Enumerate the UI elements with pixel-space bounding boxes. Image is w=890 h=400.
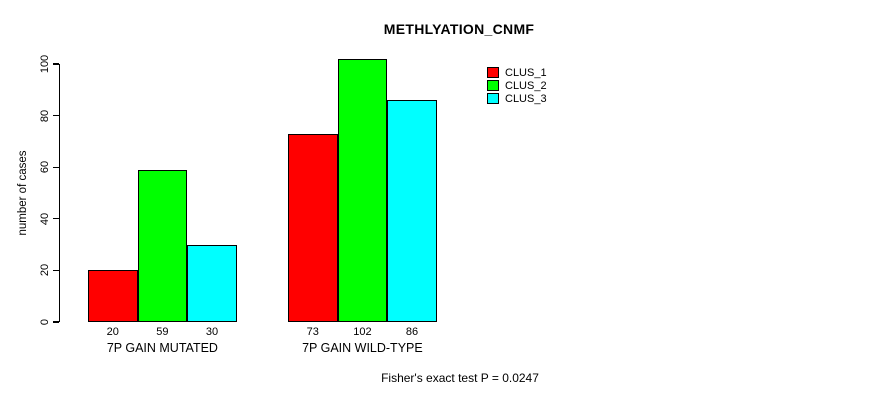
bar [387,100,437,322]
legend-item: CLUS_2 [487,79,547,92]
bar-value-label: 102 [353,326,372,338]
legend: CLUS_1 CLUS_2 CLUS_3 [487,66,547,105]
legend-swatch-clus2 [487,80,499,91]
y-tick [52,321,59,323]
y-tick [52,63,59,65]
y-tick [52,115,59,117]
legend-label: CLUS_3 [505,92,547,105]
y-tick [52,269,59,271]
chart-title: METHLYATION_CNMF [383,21,535,37]
legend-item: CLUS_1 [487,66,547,79]
y-axis-line [58,64,61,322]
bar-value-label: 20 [106,326,119,338]
bar [88,270,138,322]
legend-label: CLUS_2 [505,79,547,92]
legend-label: CLUS_1 [505,66,547,79]
bar [137,169,188,322]
legend-swatch-clus1 [487,67,499,78]
bar-value-label: 73 [306,326,319,338]
legend-swatch-clus3 [487,93,499,104]
bar-value-label: 30 [205,326,219,338]
bar-value-label: 86 [405,326,419,338]
y-tick-label: 0 [39,318,51,326]
x-category-label: 7P GAIN WILD-TYPE [302,341,423,355]
y-tick-label: 100 [39,54,51,74]
y-tick-label: 80 [39,109,51,122]
y-tick [52,166,59,168]
y-tick-label: 20 [39,264,51,277]
bar [288,133,338,322]
bar [337,58,388,322]
legend-item: CLUS_3 [487,92,547,105]
y-tick-label: 60 [39,161,51,174]
footer-annotation: Fisher's exact test P = 0.0247 [381,371,539,385]
y-tick [52,218,59,220]
bar [187,244,237,322]
y-tick-label: 40 [39,212,51,225]
x-category-label: 7P GAIN MUTATED [106,341,218,355]
y-axis-label: number of cases [17,150,29,236]
bar-value-label: 59 [156,326,169,338]
